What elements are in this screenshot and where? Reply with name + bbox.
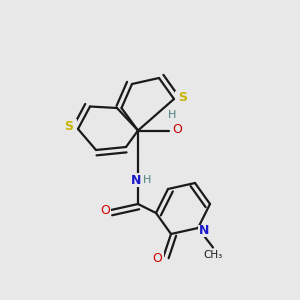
Bar [152, 252, 164, 264]
Bar [128, 173, 148, 187]
Bar [168, 110, 177, 121]
Bar [99, 204, 111, 216]
Text: O: O [100, 203, 110, 217]
Bar [198, 225, 210, 237]
Text: CH₃: CH₃ [203, 250, 223, 260]
Text: H: H [168, 110, 177, 121]
Bar [204, 250, 222, 260]
Bar [61, 119, 77, 133]
Text: H: H [143, 175, 151, 185]
Text: N: N [131, 173, 142, 187]
Bar [171, 123, 183, 135]
Text: O: O [153, 251, 162, 265]
Bar [175, 91, 191, 104]
Text: O: O [172, 122, 182, 136]
Text: S: S [64, 119, 74, 133]
Text: N: N [199, 224, 209, 238]
Text: S: S [178, 91, 188, 104]
